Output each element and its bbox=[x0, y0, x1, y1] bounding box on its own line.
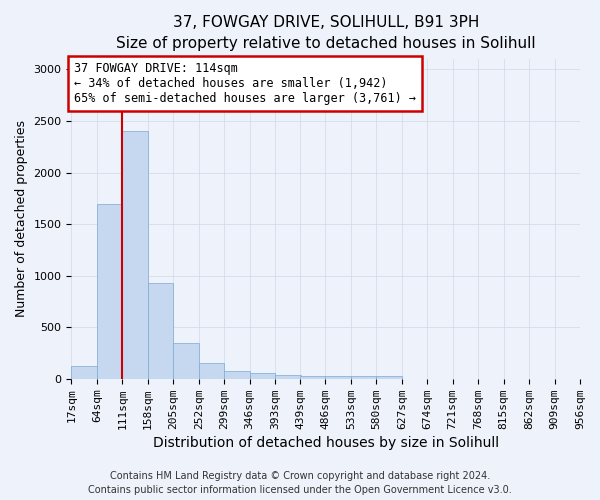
Bar bbox=[199, 364, 224, 379]
Bar bbox=[300, 376, 325, 379]
Bar bbox=[173, 342, 199, 379]
Y-axis label: Number of detached properties: Number of detached properties bbox=[15, 120, 28, 318]
Bar bbox=[224, 371, 250, 379]
Bar bbox=[325, 376, 351, 379]
Bar bbox=[71, 366, 97, 379]
X-axis label: Distribution of detached houses by size in Solihull: Distribution of detached houses by size … bbox=[152, 436, 499, 450]
Text: 37 FOWGAY DRIVE: 114sqm
← 34% of detached houses are smaller (1,942)
65% of semi: 37 FOWGAY DRIVE: 114sqm ← 34% of detache… bbox=[74, 62, 416, 106]
Bar bbox=[376, 376, 402, 379]
Text: Contains HM Land Registry data © Crown copyright and database right 2024.
Contai: Contains HM Land Registry data © Crown c… bbox=[88, 471, 512, 495]
Bar bbox=[122, 132, 148, 379]
Title: 37, FOWGAY DRIVE, SOLIHULL, B91 3PH
Size of property relative to detached houses: 37, FOWGAY DRIVE, SOLIHULL, B91 3PH Size… bbox=[116, 15, 536, 51]
Bar bbox=[148, 283, 173, 379]
Bar bbox=[351, 376, 376, 379]
Bar bbox=[97, 204, 122, 379]
Bar bbox=[275, 374, 301, 379]
Bar bbox=[250, 373, 275, 379]
